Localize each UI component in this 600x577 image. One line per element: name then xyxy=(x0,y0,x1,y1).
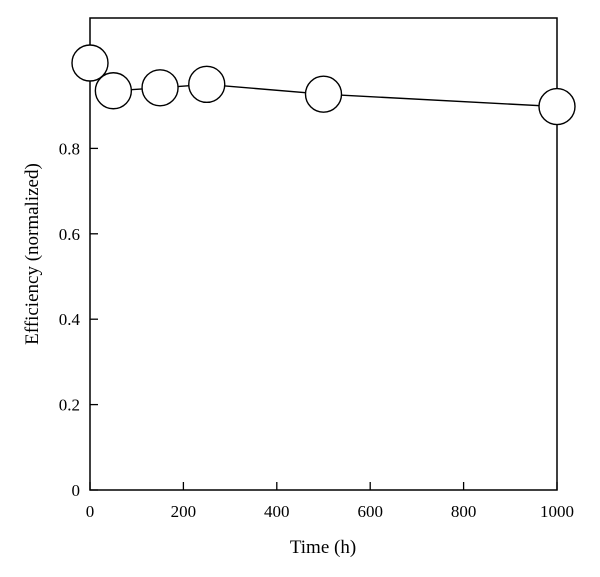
y-axis-ticks: 00.20.40.60.81 xyxy=(59,54,98,500)
series-points xyxy=(71,44,576,126)
y-tick-label-3: 0.6 xyxy=(59,225,80,244)
x-axis-ticks: 0 200 400 600 800 1000 xyxy=(86,482,574,521)
x-tick-label-3: 600 xyxy=(357,502,383,521)
data-point-2 xyxy=(141,69,179,107)
x-tick-label-5: 1000 xyxy=(540,502,574,521)
plot-frame xyxy=(89,17,558,491)
data-point-1 xyxy=(94,72,133,110)
data-point-0 xyxy=(71,44,109,82)
x-tick-label-4: 800 xyxy=(451,502,477,521)
y-tick-label-4: 0.8 xyxy=(59,139,80,158)
y-tick-label-0: 0 xyxy=(72,481,81,500)
data-point-4 xyxy=(304,75,343,113)
x-axis-label: Time (h) xyxy=(290,537,356,558)
x-tick-label-1: 200 xyxy=(171,502,197,521)
x-tick-label-2: 400 xyxy=(264,502,290,521)
x-tick-label-0: 0 xyxy=(86,502,95,521)
y-tick-label-1: 0.2 xyxy=(59,396,80,415)
y-tick-label-2: 0.4 xyxy=(59,310,81,329)
data-point-5 xyxy=(538,87,576,126)
y-axis-label: Efficiency (normalized) xyxy=(22,163,43,345)
data-point-3 xyxy=(188,65,226,104)
